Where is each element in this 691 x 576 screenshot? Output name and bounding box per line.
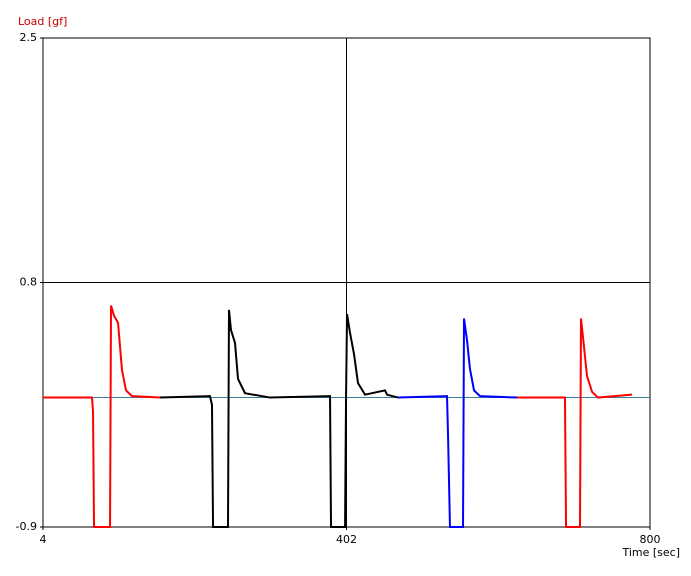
x-tick-label: 4 xyxy=(40,533,47,546)
y-tick-label: 0.8 xyxy=(20,276,38,289)
y-axis-label: Load [gf] xyxy=(18,15,67,28)
data-line xyxy=(517,318,633,528)
x-tick-label: 402 xyxy=(336,533,357,546)
x-axis-label: Time [sec] xyxy=(621,546,680,559)
y-tick-label: -0.9 xyxy=(16,520,37,533)
x-tick-label: 800 xyxy=(640,533,661,546)
data-line xyxy=(159,309,399,528)
data-line xyxy=(43,305,161,528)
data-line xyxy=(398,318,518,528)
y-tick-label: 2.5 xyxy=(20,31,38,44)
